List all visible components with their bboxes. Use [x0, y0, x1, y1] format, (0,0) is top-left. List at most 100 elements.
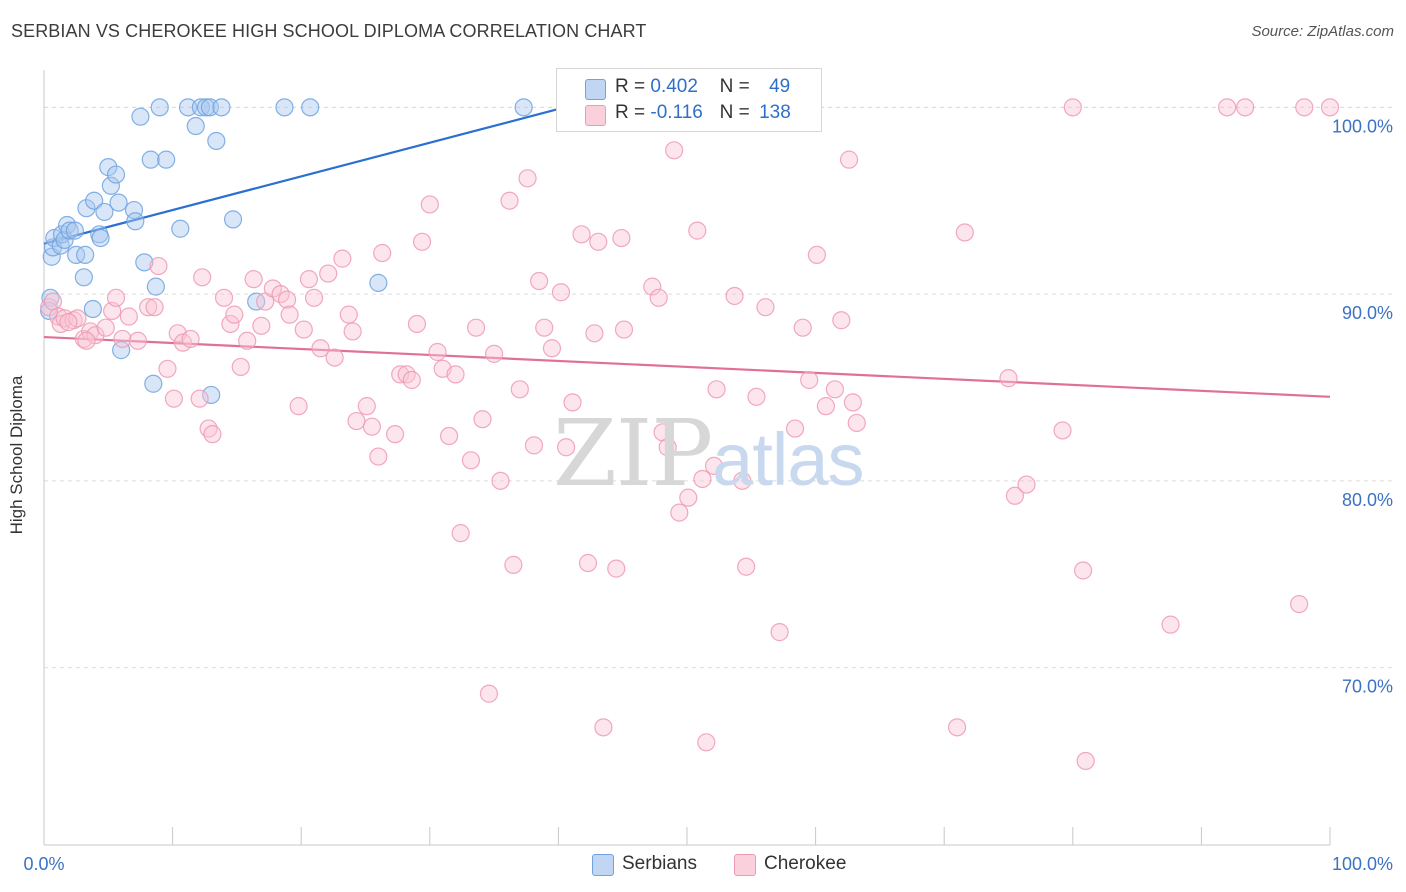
cherokee-point — [614, 320, 634, 339]
cherokee-point — [479, 684, 499, 703]
watermark: ZIPatlas — [553, 400, 864, 507]
cherokee-point — [420, 195, 439, 214]
cherokee-point — [500, 191, 519, 210]
cherokee-point — [77, 331, 96, 350]
cherokee-point — [825, 380, 844, 399]
legend-cherokee-text: R = -0.116 N = 138 — [615, 102, 791, 124]
cherokee-legend-label: Cherokee — [764, 853, 847, 874]
cherokee-point — [770, 623, 789, 642]
y-tick-label: 90.0% — [1342, 303, 1393, 323]
cherokee-point — [524, 436, 544, 455]
r-label: R = — [615, 76, 646, 97]
cherokee-point — [843, 393, 862, 412]
cherokee-point — [369, 447, 388, 466]
cherokee-point — [373, 243, 392, 263]
cherokee-point — [244, 270, 263, 289]
serbians-point — [135, 253, 154, 272]
cherokee-point — [1073, 561, 1093, 580]
n-value: 49 — [769, 76, 791, 97]
serbians-point — [157, 150, 176, 169]
cherokee-point — [1161, 615, 1180, 634]
chart-source: Source: ZipAtlas.com — [1251, 23, 1394, 40]
cherokee-point — [439, 426, 459, 446]
serbians-point — [106, 165, 126, 184]
cherokee-point — [535, 318, 554, 337]
cherokee-point — [325, 348, 344, 367]
watermark-zip: ZIP — [553, 400, 713, 507]
cherokee-point — [612, 228, 631, 248]
cherokee-point — [1017, 475, 1036, 494]
cherokee-point — [339, 305, 358, 324]
cherokee-point — [86, 326, 105, 345]
cherokee-point — [119, 307, 138, 326]
serbians-point — [83, 299, 102, 319]
serbians-point — [95, 202, 114, 222]
cherokee-point — [113, 329, 132, 349]
serbians-point — [60, 221, 79, 240]
cherokee-point — [725, 286, 744, 306]
cherokee-point — [59, 313, 78, 332]
cherokee-point — [1063, 98, 1082, 117]
y-tick-label: 100.0% — [1332, 116, 1393, 136]
stats-legend: R = 0.402 N = 49 R = -0.116 N = 138 — [556, 68, 822, 132]
r-label: R = — [615, 102, 646, 123]
cherokee-point — [693, 469, 712, 489]
cherokee-point — [955, 223, 974, 242]
serbians-point — [178, 98, 198, 117]
cherokee-point — [1320, 98, 1340, 117]
cherokee-point — [793, 318, 812, 337]
axes — [43, 70, 1331, 846]
serbians-point — [514, 98, 533, 117]
cherokee-point — [707, 380, 726, 399]
serbians-point — [101, 176, 120, 195]
cherokee-point — [704, 456, 724, 476]
cherokee-point — [362, 417, 382, 436]
cherokee-point — [343, 322, 362, 341]
cherokee-point — [145, 298, 164, 317]
cherokee-point — [294, 320, 313, 339]
cherokee-point — [397, 365, 416, 384]
cherokee-point — [466, 318, 486, 337]
cherokee-point — [311, 339, 330, 358]
serbians-point — [91, 228, 110, 248]
serbians-point — [223, 210, 243, 229]
cherokee-point — [149, 256, 168, 276]
cherokee-point — [557, 438, 576, 457]
tick-labels: 100.0% 90.0% 80.0% 70.0% 0.0% 100.0% — [23, 116, 1393, 874]
serbians-legend-swatch — [592, 854, 614, 876]
serbians-point — [207, 131, 226, 151]
cherokee-swatch — [585, 105, 606, 126]
serbians-point — [65, 221, 84, 240]
cherokee-point — [485, 344, 504, 363]
cherokee-point — [1236, 98, 1255, 117]
cherokee-point — [231, 357, 250, 377]
y-tick-label: 80.0% — [1342, 490, 1393, 510]
data-points — [40, 98, 1340, 771]
cherokee-point — [510, 380, 529, 399]
serbians-point — [150, 98, 169, 117]
cherokee-point — [504, 555, 523, 574]
cherokee-point — [203, 425, 222, 444]
serbians-point — [369, 273, 388, 292]
cherokee-point — [1053, 421, 1072, 440]
cherokee-point — [139, 298, 158, 317]
serbians-point — [99, 158, 118, 177]
cherokee-point — [491, 471, 510, 490]
cherokee-point — [688, 221, 707, 240]
cherokee-point — [451, 524, 470, 543]
cherokee-point — [128, 331, 147, 350]
watermark-atlas: atlas — [712, 418, 864, 501]
cherokee-point — [643, 277, 662, 296]
cherokee-point — [785, 419, 805, 438]
cherokee-point — [807, 245, 826, 264]
cherokee-point — [1076, 751, 1095, 771]
cherokee-point — [670, 503, 689, 522]
cherokee-point — [225, 305, 244, 324]
n-value: 138 — [759, 102, 791, 123]
serbians-point — [55, 230, 74, 250]
cherokee-point — [999, 369, 1018, 388]
cherokee-point — [585, 324, 604, 343]
serbians-point — [85, 191, 104, 210]
cherokee-point — [181, 329, 200, 349]
cherokee-point — [68, 309, 87, 328]
